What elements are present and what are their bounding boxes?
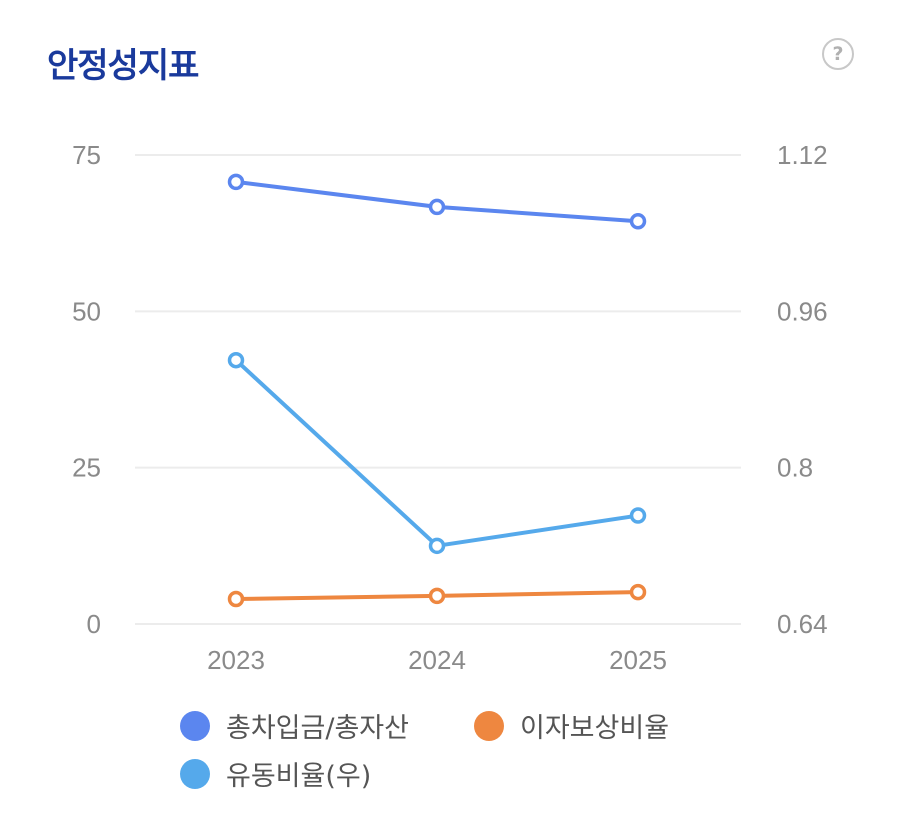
legend-dot-icon <box>180 710 210 741</box>
legend-label: 유동비율(우) <box>226 761 372 792</box>
y-right-tick: 1.12 <box>777 140 828 170</box>
legend-item-current-ratio[interactable]: 유동비율(우) <box>180 754 371 793</box>
data-point[interactable] <box>428 537 446 555</box>
data-point[interactable] <box>227 590 245 608</box>
series-line <box>234 358 639 548</box>
legend-item-interest-coverage[interactable]: 이자보상비율 <box>474 706 669 745</box>
x-tick: 2023 <box>207 645 265 675</box>
data-point[interactable] <box>629 507 647 524</box>
x-tick: 2025 <box>609 645 667 675</box>
legend-dot-icon <box>180 758 210 789</box>
x-tick: 2024 <box>408 645 466 675</box>
line-chart: 0 25 50 75 0.64 0.8 0.96 1.12 2023 2024 2025 <box>72 140 828 675</box>
data-point[interactable] <box>629 583 647 601</box>
data-point[interactable] <box>629 213 647 230</box>
y-left-tick: 75 <box>72 140 101 170</box>
y-right-tick: 0.8 <box>777 453 813 483</box>
help-icon[interactable]: ? <box>822 38 854 70</box>
data-point[interactable] <box>428 198 446 216</box>
legend-dot-icon <box>474 710 504 741</box>
data-point[interactable] <box>227 351 245 369</box>
y-right-tick: 0.64 <box>777 609 828 639</box>
legend-label: 이자보상비율 <box>520 713 670 744</box>
y-left-tick: 25 <box>72 453 101 483</box>
data-point[interactable] <box>428 587 446 605</box>
y-left-tick: 0 <box>87 609 101 639</box>
y-right-tick: 0.96 <box>777 296 828 326</box>
data-point[interactable] <box>227 173 245 191</box>
page-title: 안정성지표 <box>47 46 199 86</box>
legend-label: 총차입금/총자산 <box>226 713 409 744</box>
y-left-tick: 50 <box>72 296 101 326</box>
legend-item-debt-ratio[interactable]: 총차입금/총자산 <box>180 706 409 745</box>
